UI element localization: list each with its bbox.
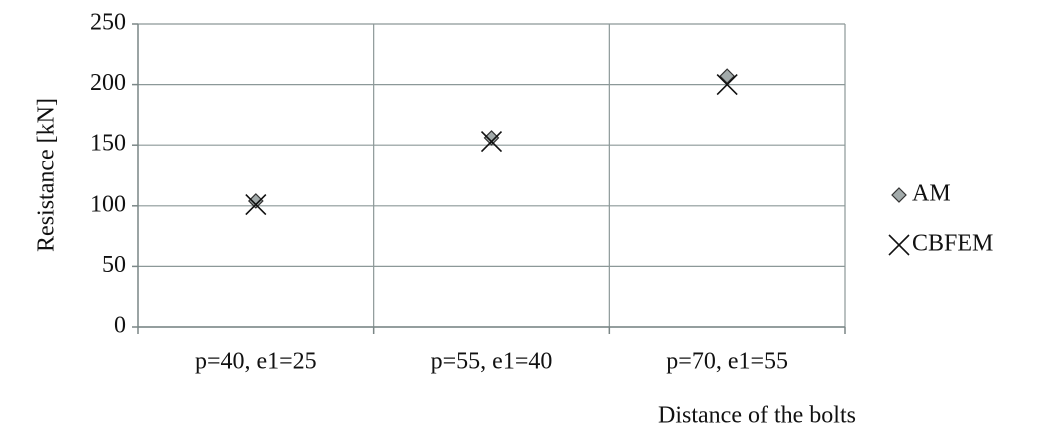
x-axis-label: Distance of the bolts: [658, 403, 856, 429]
marker-diamond: [247, 193, 264, 209]
y-tick-label: 100: [90, 191, 126, 217]
marker-x: [245, 194, 267, 216]
legend-label: AM: [912, 181, 951, 207]
marker-x: [480, 130, 503, 153]
marker-diamond: [483, 130, 500, 146]
x-tick-label: p=70, e1=55: [666, 349, 788, 375]
marker-diamond: [891, 187, 907, 203]
marker-x: [716, 74, 738, 96]
legend-label: CBFEM: [912, 231, 993, 257]
y-tick-label: 150: [90, 131, 126, 157]
x-tick-label: p=55, e1=40: [431, 349, 553, 375]
x-tick-label: p=40, e1=25: [195, 349, 317, 375]
y-axis-label: Resistance [kN]: [34, 98, 60, 252]
marker-diamond: [719, 68, 736, 84]
y-tick-label: 200: [90, 70, 126, 96]
y-tick-label: 250: [90, 10, 126, 36]
y-tick-label: 0: [114, 313, 126, 339]
y-tick-label: 50: [102, 252, 126, 278]
marker-x: [888, 234, 910, 256]
